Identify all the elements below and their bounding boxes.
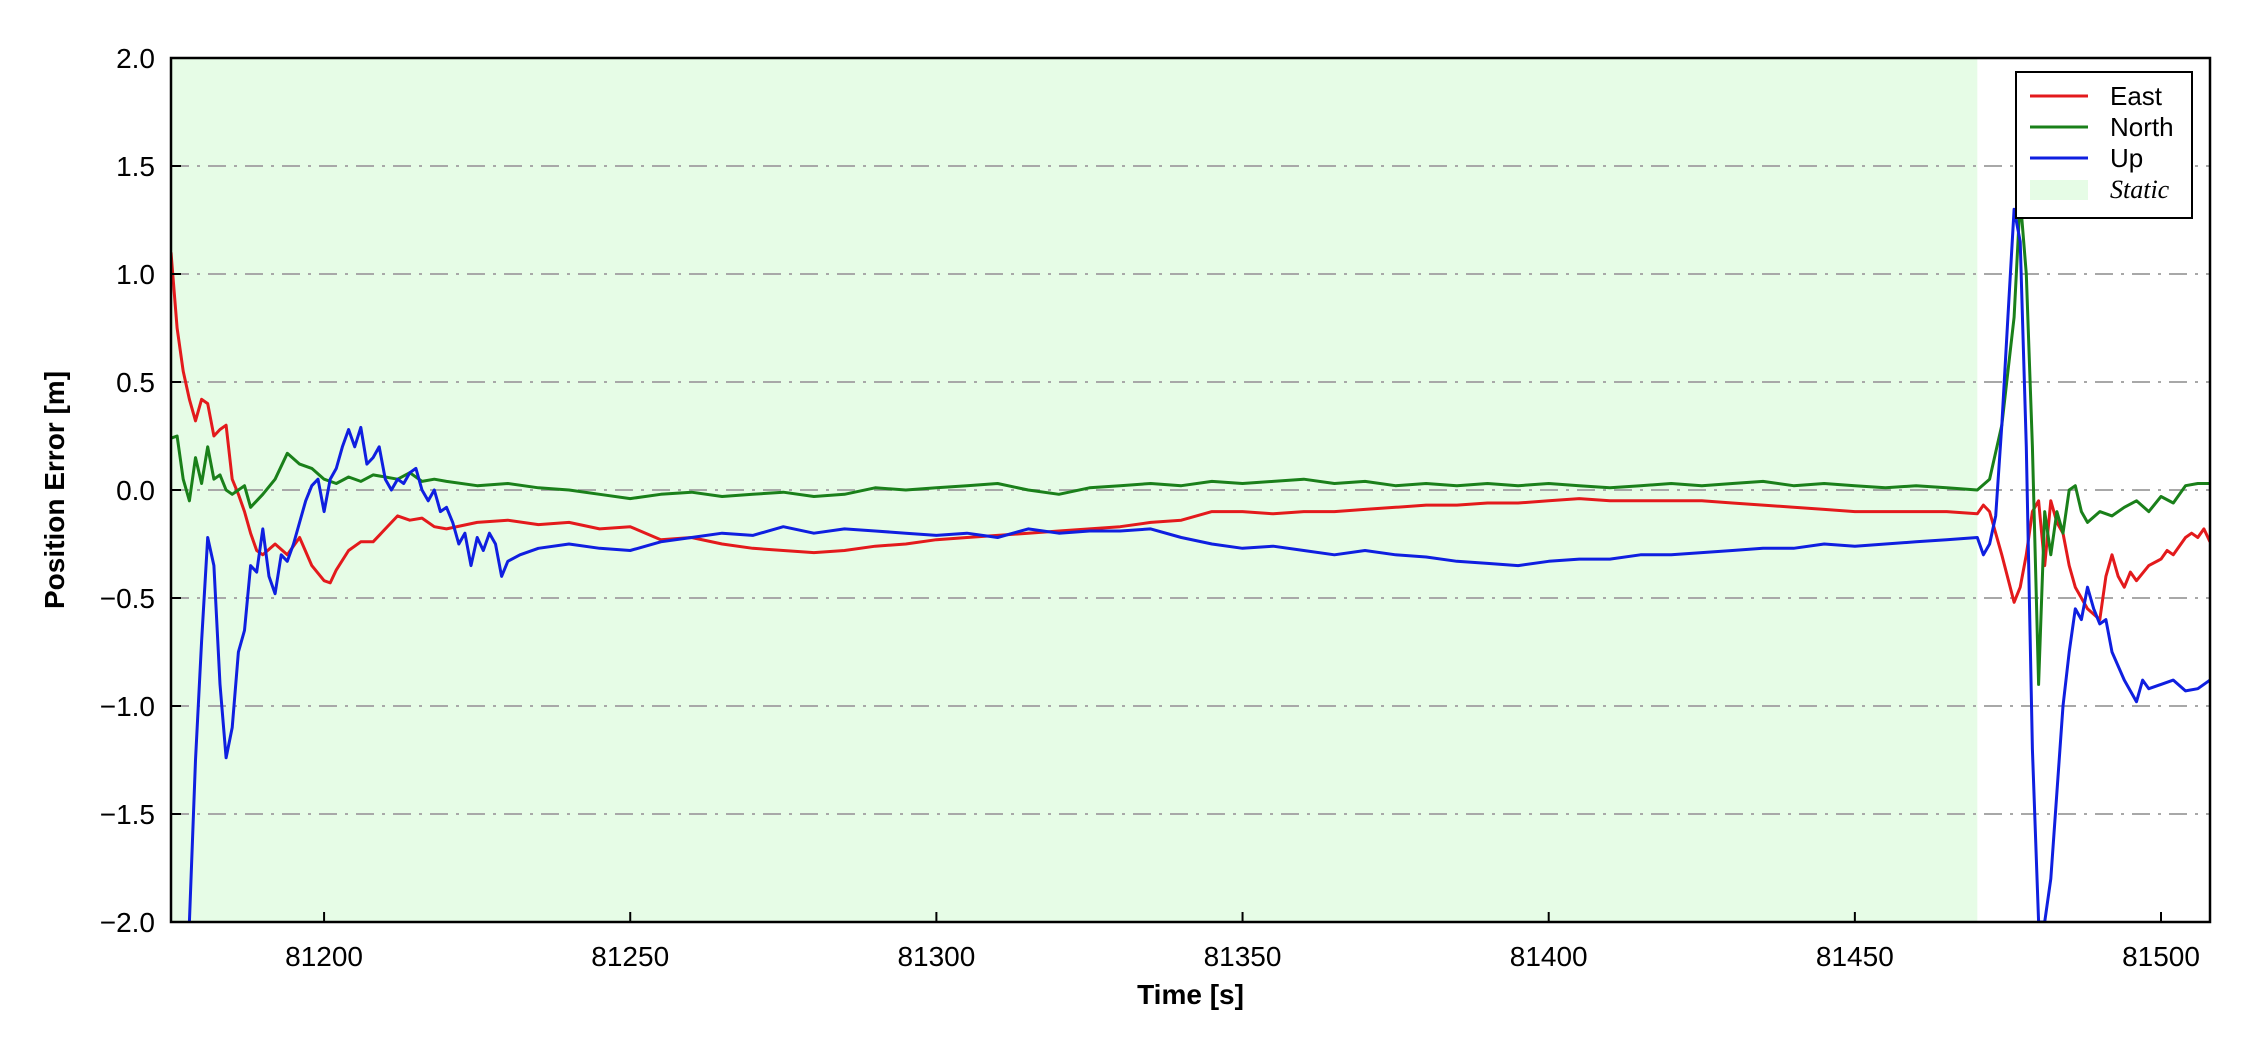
y-tick-label: 0.0: [116, 475, 155, 506]
y-tick-label: 1.5: [116, 151, 155, 182]
y-tick-label: 1.0: [116, 259, 155, 290]
gridlines-layer: [171, 165, 2210, 815]
series-line-up: [187, 207, 2210, 922]
series-line-east: [171, 252, 2210, 622]
x-tick-label: 81250: [591, 941, 669, 972]
series-line-north: [171, 196, 2210, 686]
y-tick-label: −2.0: [100, 907, 155, 938]
x-tick-label: 81300: [897, 941, 975, 972]
x-tick-label: 81200: [285, 941, 363, 972]
legend-label-up: Up: [2110, 143, 2143, 173]
series-layer: [171, 196, 2210, 922]
legend-label-east: East: [2110, 81, 2163, 111]
legend-label-north: North: [2110, 112, 2174, 142]
y-tick-label: −0.5: [100, 583, 155, 614]
x-tick-label: 81500: [2122, 941, 2200, 972]
y-tick-label: 2.0: [116, 43, 155, 74]
y-tick-label: −1.5: [100, 799, 155, 830]
legend-label-static: Static: [2110, 175, 2170, 204]
y-tick-label: −1.0: [100, 691, 155, 722]
legend: East North Up Static: [2015, 71, 2193, 219]
x-axis-title: Time [s]: [1137, 979, 1244, 1010]
x-tick-label: 81450: [1816, 941, 1894, 972]
x-tick-label: 81400: [1510, 941, 1588, 972]
y-tick-label: 0.5: [116, 367, 155, 398]
x-tick-label: 81350: [1204, 941, 1282, 972]
y-axis-title: Position Error [m]: [39, 371, 70, 609]
ticks-layer: 81200 81250 81300 81350 81400 81450 81500 2.0 1.…: [100, 43, 2200, 972]
legend-swatch-static: [2030, 180, 2088, 200]
